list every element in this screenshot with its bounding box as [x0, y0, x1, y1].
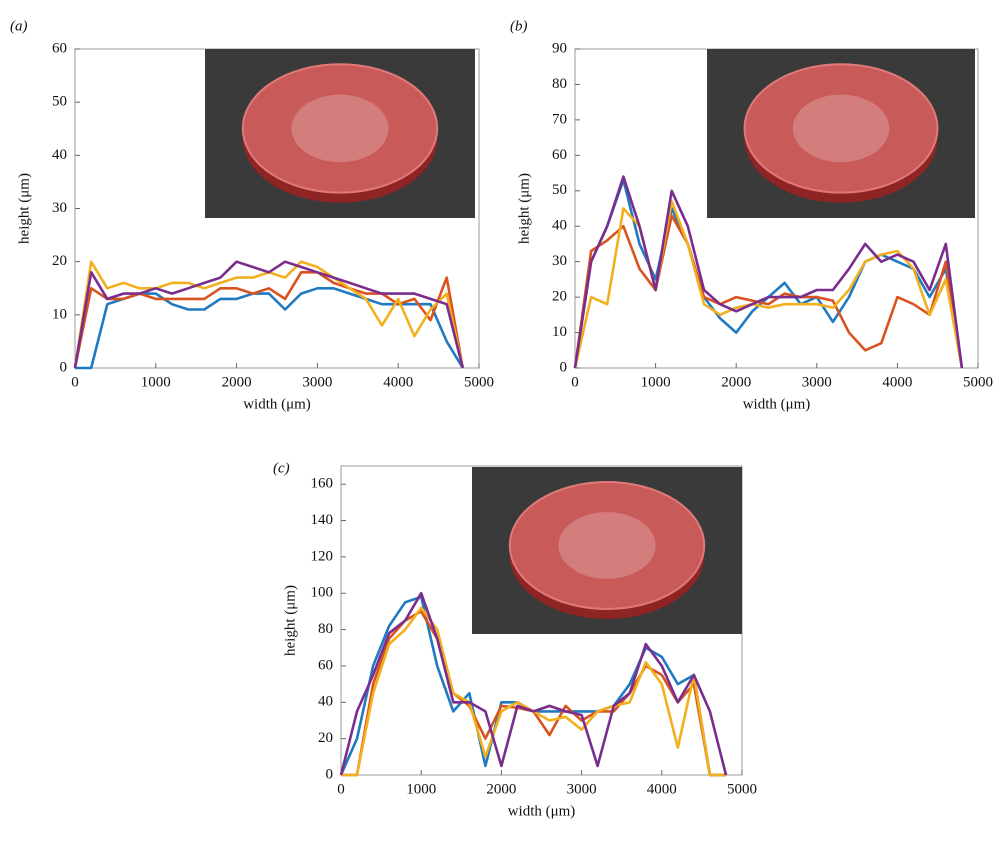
x-tick-label: 2000	[486, 781, 516, 797]
data-line	[73, 260, 465, 369]
data-line	[339, 591, 728, 776]
x-tick-label: 3000	[802, 374, 832, 390]
x-tick-label: 5000	[464, 374, 494, 390]
y-tick-label: 50	[52, 94, 67, 110]
x-axis-title: width (μm)	[743, 396, 811, 412]
y-tick-label: 20	[552, 289, 567, 305]
y-tick-label: 60	[52, 40, 67, 56]
y-axis-title: height (μm)	[282, 585, 298, 656]
y-tick-label: 30	[52, 200, 67, 216]
panel-label: (c)	[273, 460, 290, 476]
x-tick-label: 0	[71, 374, 79, 390]
y-tick-label: 60	[552, 147, 567, 163]
y-tick-label: 40	[552, 218, 567, 234]
x-tick-label: 2000	[222, 374, 252, 390]
y-tick-label: 160	[311, 476, 334, 492]
x-tick-label: 1000	[641, 374, 671, 390]
y-tick-label: 20	[318, 730, 333, 746]
y-tick-label: 10	[52, 306, 67, 322]
x-tick-label: 4000	[383, 374, 413, 390]
x-tick-label: 4000	[647, 781, 677, 797]
y-tick-label: 140	[311, 512, 334, 528]
inset-disc-center	[558, 512, 656, 579]
y-axis-title: height (μm)	[516, 173, 532, 244]
x-tick-label: 1000	[141, 374, 171, 390]
panel-label: (b)	[510, 18, 528, 34]
y-tick-label: 80	[318, 621, 333, 637]
y-tick-label: 40	[52, 147, 67, 163]
y-tick-label: 80	[552, 76, 567, 92]
x-tick-label: 5000	[727, 781, 757, 797]
y-tick-label: 0	[326, 766, 334, 782]
y-tick-label: 120	[311, 548, 334, 564]
x-tick-label: 1000	[406, 781, 436, 797]
y-tick-label: 0	[60, 359, 68, 375]
x-tick-label: 0	[571, 374, 579, 390]
data-line	[573, 214, 964, 369]
y-axis-title: height (μm)	[16, 173, 32, 244]
y-tick-label: 10	[552, 324, 567, 340]
y-tick-label: 30	[552, 253, 567, 269]
y-tick-label: 50	[552, 182, 567, 198]
data-line	[73, 260, 465, 369]
inset-disc-center	[291, 94, 389, 163]
data-line	[75, 287, 464, 370]
x-axis-title: width (μm)	[243, 396, 311, 412]
data-line	[573, 200, 964, 369]
x-axis-title: width (μm)	[508, 803, 576, 819]
x-tick-label: 0	[337, 781, 345, 797]
panel-label: (a)	[10, 18, 28, 34]
x-tick-label: 3000	[567, 781, 597, 797]
y-tick-label: 70	[552, 111, 567, 127]
y-tick-label: 0	[560, 359, 568, 375]
y-tick-label: 20	[52, 253, 67, 269]
y-tick-label: 40	[318, 694, 333, 710]
y-tick-label: 90	[552, 40, 567, 56]
x-tick-label: 5000	[963, 374, 993, 390]
data-line	[573, 175, 964, 369]
x-tick-label: 3000	[302, 374, 332, 390]
x-tick-label: 4000	[882, 374, 912, 390]
y-tick-label: 60	[318, 657, 333, 673]
inset-disc-center	[792, 94, 890, 163]
x-tick-label: 2000	[721, 374, 751, 390]
y-tick-label: 100	[311, 585, 334, 601]
